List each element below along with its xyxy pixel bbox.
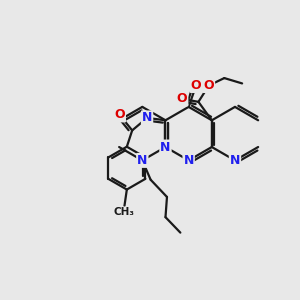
Text: N: N (184, 154, 194, 167)
Text: N: N (230, 154, 240, 167)
Text: N: N (137, 154, 148, 167)
Text: O: O (203, 79, 214, 92)
Text: CH₃: CH₃ (114, 207, 135, 218)
Text: O: O (114, 108, 125, 122)
Text: N: N (160, 140, 171, 154)
Text: O: O (191, 79, 201, 92)
Text: N: N (142, 111, 152, 124)
Text: O: O (177, 92, 188, 105)
